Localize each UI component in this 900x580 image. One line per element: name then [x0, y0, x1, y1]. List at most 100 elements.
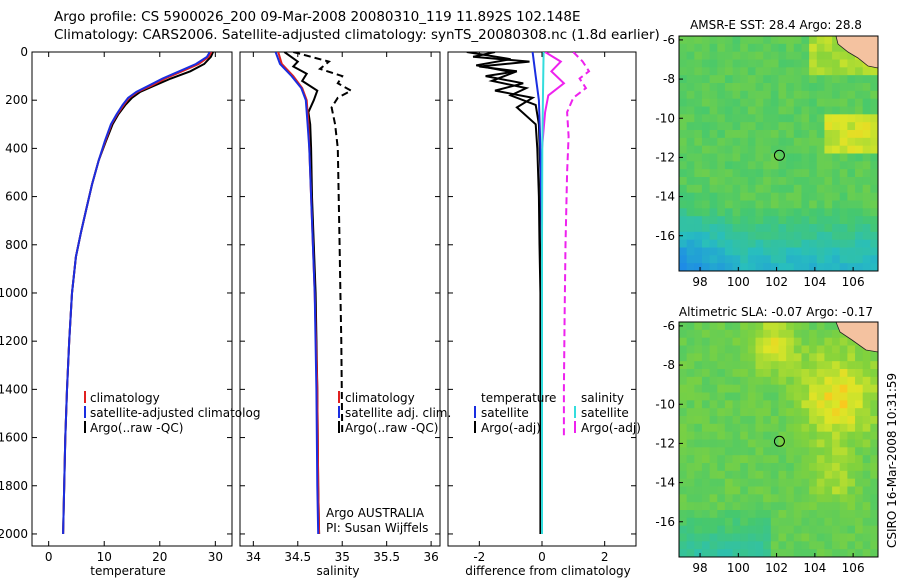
- heatmap-cell: [839, 192, 848, 201]
- heatmap-cell: [809, 423, 818, 433]
- heatmap-cell: [855, 137, 864, 147]
- heatmap-cell: [801, 98, 810, 107]
- heatmap-cell: [755, 200, 764, 209]
- heatmap-cell: [870, 525, 878, 534]
- heatmap-cell: [770, 247, 779, 256]
- heatmap-cell: [870, 517, 878, 527]
- heatmap-cell: [732, 478, 741, 487]
- heatmap-cell: [809, 263, 818, 271]
- heatmap-cell: [686, 177, 695, 186]
- heatmap-cell: [832, 216, 841, 225]
- heatmap-cell: [732, 439, 741, 448]
- heatmap-cell: [862, 153, 871, 162]
- heatmap-cell: [770, 255, 779, 264]
- heatmap-cell: [801, 322, 810, 331]
- heatmap-cell: [824, 431, 833, 440]
- heatmap-cell: [686, 239, 695, 248]
- heatmap-cell: [701, 416, 711, 425]
- x-tick-label: 34: [246, 550, 261, 564]
- heatmap-cell: [816, 392, 825, 401]
- heatmap-cell: [694, 161, 703, 170]
- heatmap-cell: [793, 400, 802, 409]
- heatmap-cell: [778, 247, 787, 256]
- heatmap-cell: [724, 353, 733, 362]
- heatmap-cell: [724, 51, 733, 60]
- heatmap-cell: [694, 439, 703, 448]
- heatmap-cell: [793, 75, 802, 84]
- heatmap-cell: [862, 416, 871, 425]
- heatmap-cell: [686, 130, 695, 139]
- heatmap-cell: [816, 470, 825, 480]
- heatmap-cell: [740, 231, 749, 241]
- heatmap-cell: [809, 470, 818, 480]
- heatmap-cell: [801, 533, 810, 542]
- map-y-tick-label: -14: [655, 476, 675, 490]
- heatmap-cell: [847, 184, 856, 194]
- legend-label-satellite: satellite-adjusted climatolog: [90, 406, 260, 420]
- heatmap-cell: [801, 361, 810, 370]
- heatmap-cell: [801, 525, 810, 534]
- heatmap-cell: [809, 463, 818, 472]
- heatmap-cell: [686, 200, 695, 209]
- heatmap-cell: [801, 263, 810, 271]
- heatmap-cell: [747, 502, 756, 511]
- heatmap-cell: [839, 184, 848, 194]
- heatmap-cell: [747, 153, 756, 162]
- heatmap-cell: [686, 345, 695, 354]
- heatmap-cell: [770, 329, 779, 339]
- heatmap-cell: [793, 153, 802, 162]
- heatmap-cell: [870, 137, 878, 147]
- heatmap-cell: [778, 75, 787, 84]
- heatmap-cell: [786, 416, 795, 425]
- heatmap-cell: [724, 161, 733, 170]
- map-x-tick-label: 106: [842, 275, 865, 289]
- heatmap-cell: [778, 463, 787, 472]
- heatmap-cell: [740, 322, 749, 331]
- heatmap-cell: [870, 423, 878, 433]
- heatmap-cell: [778, 322, 787, 331]
- heatmap-cell: [801, 470, 810, 480]
- heatmap-cell: [732, 455, 741, 464]
- heatmap-cell: [862, 353, 871, 362]
- map-x-tick-label: 104: [803, 561, 826, 575]
- heatmap-cell: [747, 177, 756, 186]
- heatmap-cell: [701, 470, 711, 480]
- heatmap-cell: [855, 67, 864, 76]
- heatmap-cell: [809, 239, 818, 248]
- heatmap-cell: [824, 486, 833, 495]
- heatmap-cell: [717, 517, 726, 527]
- heatmap-cell: [717, 502, 726, 511]
- heatmap-cell: [839, 455, 848, 464]
- heatmap-cell: [778, 83, 787, 92]
- heatmap-cell: [778, 525, 787, 534]
- heatmap-cell: [793, 169, 802, 178]
- heatmap-cell: [740, 51, 749, 60]
- heatmap-cell: [740, 549, 749, 557]
- heatmap-cell: [832, 510, 841, 519]
- heatmap-cell: [732, 533, 741, 542]
- heatmap-cell: [809, 161, 818, 170]
- heatmap-cell: [724, 423, 733, 433]
- heatmap-cell: [809, 216, 818, 225]
- heatmap-cell: [847, 486, 856, 495]
- heatmap-cell: [763, 376, 772, 386]
- heatmap-cell: [870, 470, 878, 480]
- heatmap-cell: [839, 510, 848, 519]
- heatmap-cell: [839, 463, 848, 472]
- heatmap-cell: [679, 114, 688, 123]
- heatmap-cell: [855, 224, 864, 233]
- heatmap-cell: [832, 392, 841, 401]
- heatmap-cell: [709, 431, 718, 440]
- heatmap-cell: [832, 533, 841, 542]
- heatmap-cell: [870, 255, 878, 264]
- heatmap-cell: [763, 455, 772, 464]
- y-tick-label: 1600: [0, 431, 28, 445]
- heatmap-cell: [816, 90, 825, 100]
- heatmap-cell: [816, 145, 825, 154]
- heatmap-cell: [847, 137, 856, 147]
- heatmap-cell: [755, 106, 764, 115]
- heatmap-cell: [724, 502, 733, 511]
- map-y-tick-label: -6: [663, 33, 675, 47]
- heatmap-cell: [847, 106, 856, 115]
- heatmap-cell: [793, 478, 802, 487]
